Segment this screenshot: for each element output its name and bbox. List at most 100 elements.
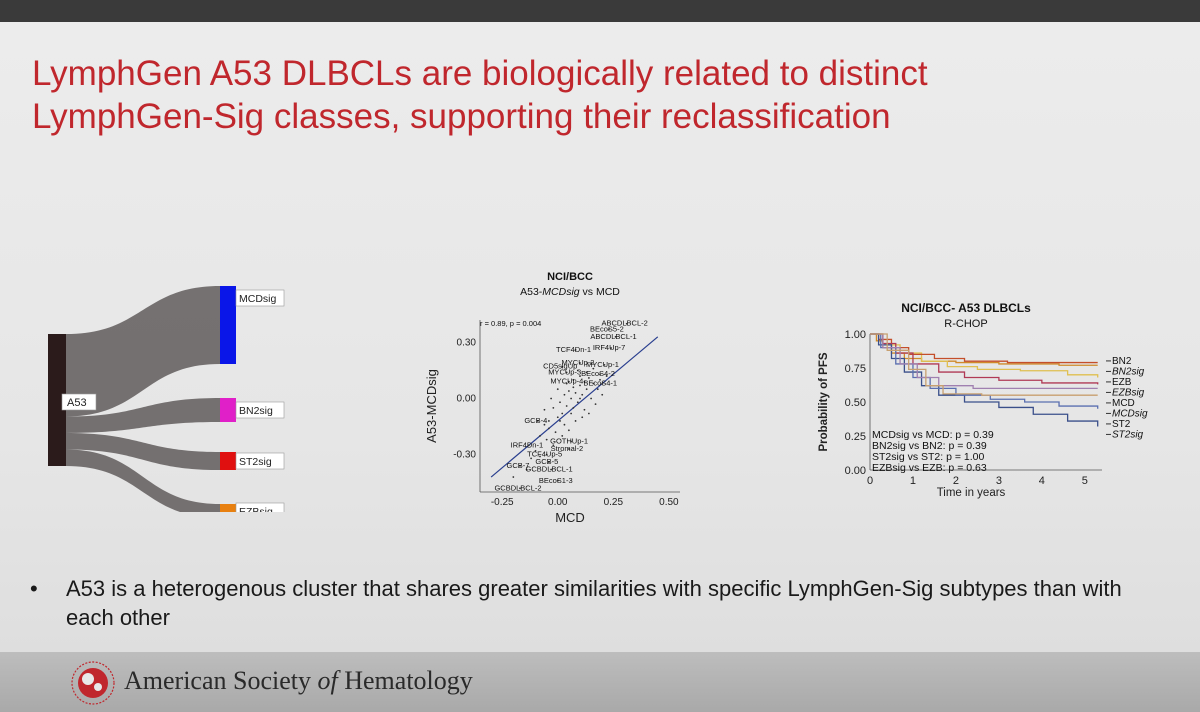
scatter-point	[574, 392, 577, 394]
scatter-labeled-point	[603, 363, 606, 366]
sankey-label-box	[61, 393, 97, 411]
sankey-label-ezbsig: EZBsig	[239, 506, 273, 512]
km-curve-bn2sig	[870, 333, 1099, 378]
scatter-point-label: MYCUp-3	[548, 367, 581, 376]
scatter-point-label: ABCDLBCL-1	[590, 332, 636, 341]
scatter-point	[572, 386, 575, 389]
sankey-node-a53	[48, 334, 66, 466]
km-legend-item: ST2sig	[1106, 429, 1144, 440]
scatter-point	[550, 397, 553, 400]
scatter-labeled-point	[547, 461, 550, 463]
scatter-labeled-point	[599, 373, 601, 376]
scatter-y-tick: 0.00	[457, 394, 477, 405]
scatter-labeled-point	[567, 380, 570, 383]
scatter-point	[545, 438, 548, 441]
scatter-point	[547, 427, 550, 430]
scatter-labeled-point	[625, 322, 628, 325]
km-x-tick: 1	[910, 475, 916, 487]
scatter-point	[539, 455, 541, 458]
scatter-point	[543, 423, 546, 426]
sankey-node-mcdsig	[220, 286, 236, 364]
scatter-point	[530, 457, 533, 460]
km-legend-mcdsig: MCDsig	[1112, 408, 1148, 419]
scatter-labeled-point	[567, 448, 570, 450]
scatter-point	[576, 401, 579, 404]
scatter-subtitle-post: vs MCD	[580, 286, 621, 298]
scatter-labeled-point	[519, 487, 521, 490]
sankey-label-bn2sig: BN2sig	[239, 405, 273, 417]
scatter-labeled-point	[570, 440, 573, 443]
scatter-labeled-point	[614, 335, 617, 338]
scatter-labeled-point	[601, 382, 604, 385]
scatter-point	[539, 435, 541, 437]
scatter-point	[567, 390, 570, 392]
scatter-x-tick: -0.25	[491, 497, 514, 508]
scatter-point	[563, 423, 566, 426]
km-x-tick: 3	[996, 475, 1002, 487]
km-curve-ezbsig	[870, 333, 1099, 385]
scatter-point-label: BEcoS1-3	[539, 476, 573, 485]
scatter-point	[559, 401, 561, 404]
scatter-plot: NCI/BCC A53-MCDsig vs MCD r = 0.89, p = 0.…	[424, 271, 680, 522]
scatter-point	[587, 412, 590, 415]
scatter-point	[579, 375, 581, 377]
scatter-labeled-point	[565, 371, 568, 374]
km-y-tick: 0.75	[845, 363, 866, 375]
footer-bar: American Society of Hematology	[0, 652, 1200, 712]
km-legend-bn2: BN2	[1112, 356, 1132, 367]
km-x-tick: 0	[867, 475, 873, 487]
km-legend-item: MCD	[1106, 398, 1135, 409]
footer-organization: American Society of Hematology	[124, 666, 473, 696]
title-line-2: LymphGen-Sig classes, supporting their r…	[32, 97, 891, 136]
scatter-point	[581, 393, 584, 396]
scatter-point	[601, 393, 604, 396]
km-x-tick: 2	[953, 475, 959, 487]
km-x-label: Time in years	[937, 487, 1006, 499]
sankey-node-bn2sig	[220, 398, 236, 422]
km-legend-mcd: MCD	[1112, 398, 1135, 409]
slide-title: LymphGen A53 DLBCLs are biologically rel…	[32, 52, 1132, 138]
scatter-point	[576, 369, 579, 372]
title-line-1: LymphGen A53 DLBCLs are biologically rel…	[32, 54, 928, 93]
km-annotation: BN2sig vs BN2: p = 0.39	[872, 440, 987, 452]
scatter-stat: r = 0.89, p = 0.004	[480, 319, 541, 328]
scatter-point	[556, 416, 559, 419]
km-annotation: EZBsig vs EZB: p = 0.63	[872, 462, 987, 474]
scatter-point-label: GCBDLBCL-1	[526, 465, 573, 474]
bullet-marker: •	[30, 576, 38, 601]
scatter-point-label: MYCUp-4	[550, 377, 583, 386]
km-legend-item: BN2sig	[1106, 366, 1145, 377]
sankey-label-box	[235, 401, 285, 419]
km-curve-st2sig	[870, 333, 1098, 396]
scatter-labeled-point	[519, 464, 521, 467]
scatter-point	[552, 406, 555, 409]
scatter-x-tick: 0.25	[604, 497, 624, 508]
sankey-link-st2sig	[66, 433, 220, 470]
km-legend-item: BN2	[1106, 356, 1132, 367]
sankey-label-st2sig: ST2sig	[239, 456, 272, 468]
scatter-x-tick: 0.50	[659, 497, 679, 508]
scatter-point-label: CD5sigUp	[543, 362, 577, 371]
sankey-label-text: A53	[67, 397, 87, 409]
km-x-tick: 5	[1082, 475, 1088, 487]
footer-name-pre: American Society	[124, 666, 318, 695]
scatter-point	[590, 397, 593, 400]
km-legend-st2sig: ST2sig	[1112, 429, 1144, 440]
scatter-point-label: MYCUp-2	[562, 358, 595, 367]
scatter-point	[547, 420, 550, 422]
footer-name-italic: of	[317, 666, 338, 695]
sankey-link-ezbsig	[66, 449, 220, 512]
bullet-text: A53 is a heterogenous cluster that share…	[66, 576, 1122, 630]
km-legend-ezb: EZB	[1112, 377, 1132, 388]
scatter-point-label: GCB-7	[507, 461, 530, 470]
scatter-fit-line	[490, 336, 659, 478]
km-annotation: MCDsig vs MCD: p = 0.39	[872, 429, 994, 441]
scatter-point-label: TCF4Up-5	[527, 450, 562, 459]
scatter-subtitle-italic: MCDsig	[542, 286, 579, 298]
scatter-point	[579, 384, 581, 387]
scatter-point	[563, 393, 566, 396]
sankey-diagram: A53 MCDsig BN2sig ST2sig EZBsig	[48, 286, 285, 512]
scatter-y-tick: -0.30	[453, 450, 476, 461]
scatter-point	[583, 408, 586, 411]
sankey-label-box	[235, 502, 285, 512]
